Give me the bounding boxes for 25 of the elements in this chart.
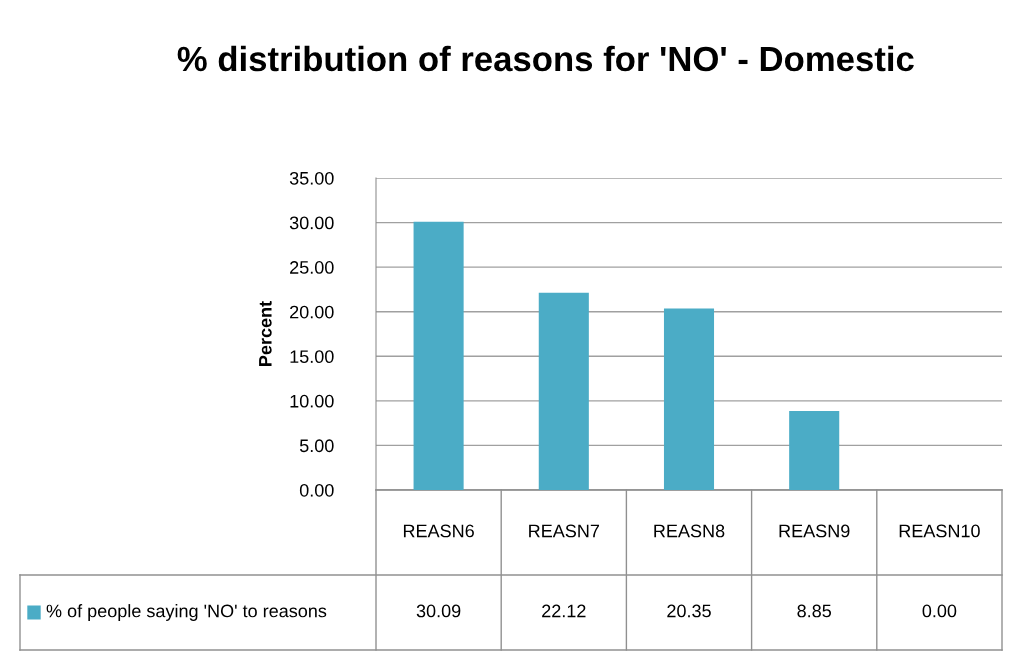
x-tick-label: REASN7 xyxy=(529,524,600,538)
data-label: 30.09 xyxy=(416,604,461,618)
y-tick-label: 20.00 xyxy=(290,305,334,319)
x-tick-label: REASN6 xyxy=(403,524,474,538)
data-label: 20.35 xyxy=(667,604,711,618)
y-tick-label: 30.00 xyxy=(289,216,334,230)
bar xyxy=(789,411,840,490)
y-axis-title: Percent xyxy=(259,301,272,366)
y-tick-label: 15.00 xyxy=(290,350,334,364)
legend-label: % of people saying 'NO' to reasons xyxy=(46,604,327,621)
data-label: 8.85 xyxy=(797,604,832,618)
x-tick-label: REASN10 xyxy=(899,524,980,538)
bar xyxy=(413,221,464,490)
y-tick-label: 25.00 xyxy=(290,261,334,274)
y-tick-label: 35.00 xyxy=(289,171,334,185)
data-label: 0.00 xyxy=(922,604,957,618)
y-tick-label: 0.00 xyxy=(299,483,334,497)
y-tick-label: 10.00 xyxy=(290,394,334,408)
bar xyxy=(538,292,589,490)
data-label: 22.12 xyxy=(542,604,586,618)
bar xyxy=(663,308,715,490)
y-tick-label: 5.00 xyxy=(299,439,334,453)
x-tick-label: REASN9 xyxy=(779,524,850,538)
chart-title: % distribution of reasons for 'NO' - Domestic xyxy=(177,45,914,72)
x-tick-label: REASN8 xyxy=(654,524,725,538)
